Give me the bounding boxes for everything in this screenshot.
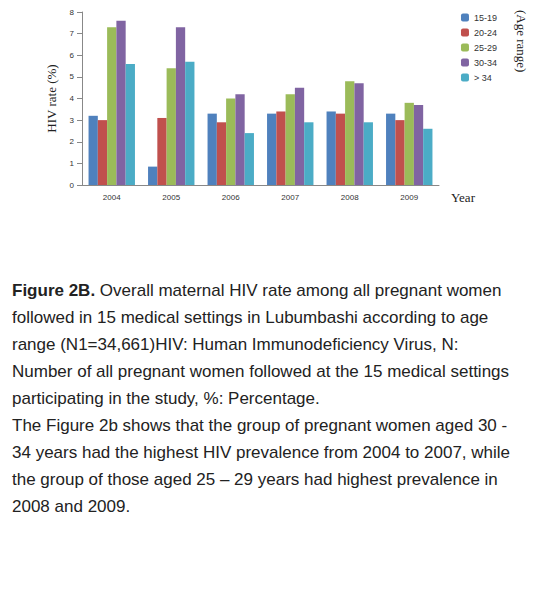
svg-text:4: 4	[70, 94, 75, 103]
svg-text:2005: 2005	[162, 193, 180, 202]
svg-text:8: 8	[70, 8, 75, 17]
svg-text:2006: 2006	[222, 193, 240, 202]
svg-text:> 34: > 34	[474, 73, 492, 83]
svg-text:2: 2	[70, 137, 75, 146]
svg-text:7: 7	[70, 29, 75, 38]
svg-text:25-29: 25-29	[474, 43, 497, 53]
svg-text:6: 6	[70, 51, 75, 60]
svg-text:2007: 2007	[281, 193, 299, 202]
svg-text:30-34: 30-34	[474, 58, 497, 68]
svg-text:2008: 2008	[341, 193, 359, 202]
svg-text:20-24: 20-24	[474, 28, 497, 38]
svg-text:5: 5	[70, 72, 75, 81]
svg-text:(Age range): (Age range)	[514, 10, 529, 72]
html-text:Figure 2B. Overall maternal HI: Figure 2B. Overall maternal HIV rate amo…	[12, 281, 510, 408]
svg-text:HIV rate (%): HIV rate (%)	[44, 64, 59, 132]
html-text:The Figure 2b shows that the g: The Figure 2b shows that the group of pr…	[12, 416, 510, 516]
svg-text:1: 1	[70, 159, 75, 168]
svg-text:15-19: 15-19	[474, 13, 497, 23]
svg-text:3: 3	[70, 116, 75, 125]
svg-text:Year: Year	[451, 190, 476, 205]
svg-text:2009: 2009	[400, 193, 418, 202]
svg-text:2004: 2004	[103, 193, 121, 202]
svg-text:0: 0	[70, 181, 75, 190]
